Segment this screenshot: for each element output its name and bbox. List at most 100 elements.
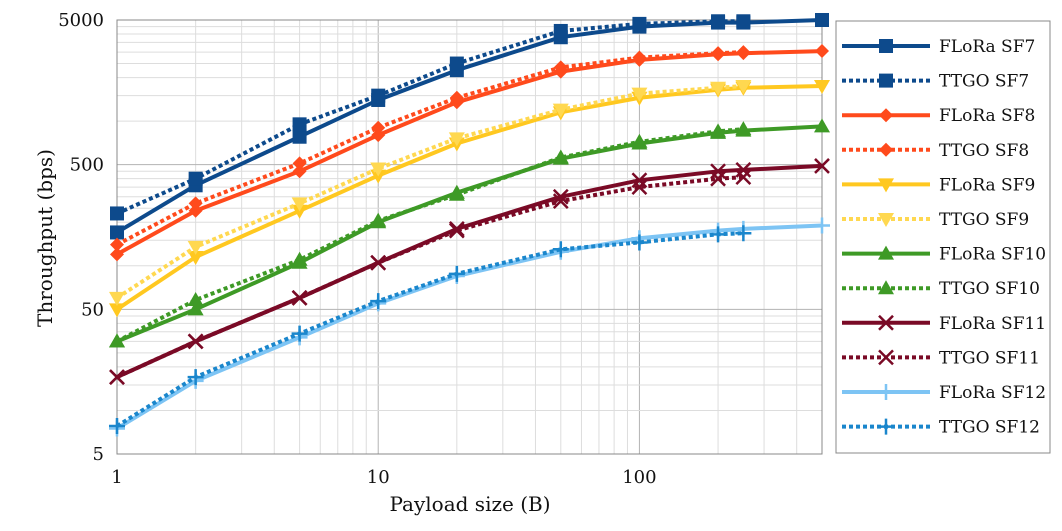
legend-item: FLoRa SF11 — [842, 314, 1046, 334]
data-point — [710, 123, 727, 138]
data-point — [879, 73, 893, 88]
legend-item: FLoRa SF12 — [842, 383, 1046, 403]
data-point — [735, 169, 752, 186]
data-point — [814, 118, 830, 133]
series — [109, 79, 752, 306]
data-point — [291, 289, 308, 306]
data-point — [448, 222, 465, 239]
data-point — [292, 156, 307, 171]
data-point — [449, 56, 464, 71]
data-point — [371, 88, 386, 103]
data-point — [109, 418, 125, 435]
data-point — [735, 162, 752, 178]
legend-item: FLoRa SF7 — [842, 37, 1035, 57]
data-point — [292, 164, 307, 179]
data-point — [711, 46, 726, 61]
data-point — [292, 129, 307, 144]
data-point — [735, 225, 752, 242]
data-point — [879, 108, 893, 123]
data-point — [710, 163, 726, 180]
data-point — [552, 241, 569, 258]
x-tick-label: 100 — [622, 467, 656, 488]
data-point — [710, 226, 727, 243]
data-point — [188, 196, 203, 211]
data-point — [814, 217, 830, 234]
series — [110, 45, 751, 252]
series-line — [116, 50, 744, 247]
y-tick-label: 5 — [93, 444, 104, 465]
data-point — [878, 213, 894, 227]
data-point — [188, 171, 203, 186]
series-line — [115, 84, 744, 300]
legend-item: TTGO SF10 — [842, 279, 1040, 299]
series-line — [116, 127, 744, 344]
data-point — [552, 103, 569, 118]
data-point — [631, 133, 648, 148]
y-tick-label: 50 — [81, 299, 104, 320]
data-point — [879, 39, 893, 53]
data-point — [370, 293, 387, 310]
data-point — [710, 81, 727, 96]
data-point — [109, 291, 125, 306]
legend-item: FLoRa SF8 — [842, 106, 1035, 126]
legend-label: FLoRa SF10 — [939, 245, 1046, 265]
legend-label: FLoRa SF7 — [939, 37, 1035, 57]
data-point — [552, 149, 569, 164]
data-point — [815, 44, 829, 59]
series-line — [116, 49, 823, 257]
data-point — [735, 79, 752, 94]
data-point — [878, 384, 894, 400]
data-point — [370, 162, 387, 177]
legend-label: FLoRa SF12 — [939, 383, 1046, 403]
y-axis-ticks: 5 50 500 5000 — [58, 10, 104, 465]
data-point — [291, 325, 308, 342]
legend-label: TTGO SF11 — [939, 348, 1040, 368]
legend-label: FLoRa SF11 — [939, 314, 1046, 334]
series — [109, 225, 752, 435]
data-point — [187, 251, 204, 266]
data-point — [371, 120, 386, 135]
series-line — [115, 223, 823, 431]
data-point — [553, 60, 568, 75]
legend-label: FLoRa SF9 — [939, 175, 1035, 195]
data-point — [631, 234, 648, 251]
data-point — [878, 418, 894, 435]
data-point — [370, 212, 387, 227]
data-point — [878, 314, 894, 331]
x-axis-title: Payload size (B) — [390, 492, 551, 516]
legend-label: FLoRa SF8 — [939, 106, 1035, 126]
series-line — [115, 231, 744, 428]
y-tick-label: 500 — [70, 155, 104, 176]
data-point — [879, 142, 893, 157]
legend-frame — [835, 20, 1051, 454]
legend: FLoRa SF7 TTGO SF7 FLoRa SF8 TTGO SF8 FLoRa … — [835, 20, 1051, 454]
data-point — [711, 14, 726, 29]
legend-label: TTGO SF10 — [939, 279, 1040, 299]
x-tick-label: 1 — [111, 467, 122, 488]
legend-item: FLoRa SF9 — [842, 175, 1035, 195]
y-axis-title: Throughput (bps) — [33, 149, 57, 327]
data-point — [878, 349, 894, 366]
legend-item: TTGO SF9 — [842, 210, 1029, 230]
legend-item: TTGO SF12 — [842, 418, 1040, 438]
data-point — [291, 197, 308, 212]
legend-label: TTGO SF12 — [939, 418, 1040, 438]
data-point — [187, 333, 204, 350]
data-point — [878, 245, 894, 260]
data-point — [370, 254, 387, 271]
data-point — [110, 237, 124, 252]
data-point — [449, 90, 464, 105]
series-line — [116, 175, 744, 379]
data-point — [187, 292, 204, 307]
series-line — [115, 84, 823, 311]
series — [109, 118, 830, 348]
legend-item: TTGO SF8 — [842, 141, 1029, 161]
data-point — [109, 303, 125, 318]
data-point — [110, 247, 124, 262]
data-point — [448, 132, 465, 147]
data-point — [187, 301, 204, 316]
data-point — [814, 158, 830, 174]
data-point — [291, 251, 308, 266]
data-point — [110, 225, 124, 240]
series — [109, 121, 752, 348]
